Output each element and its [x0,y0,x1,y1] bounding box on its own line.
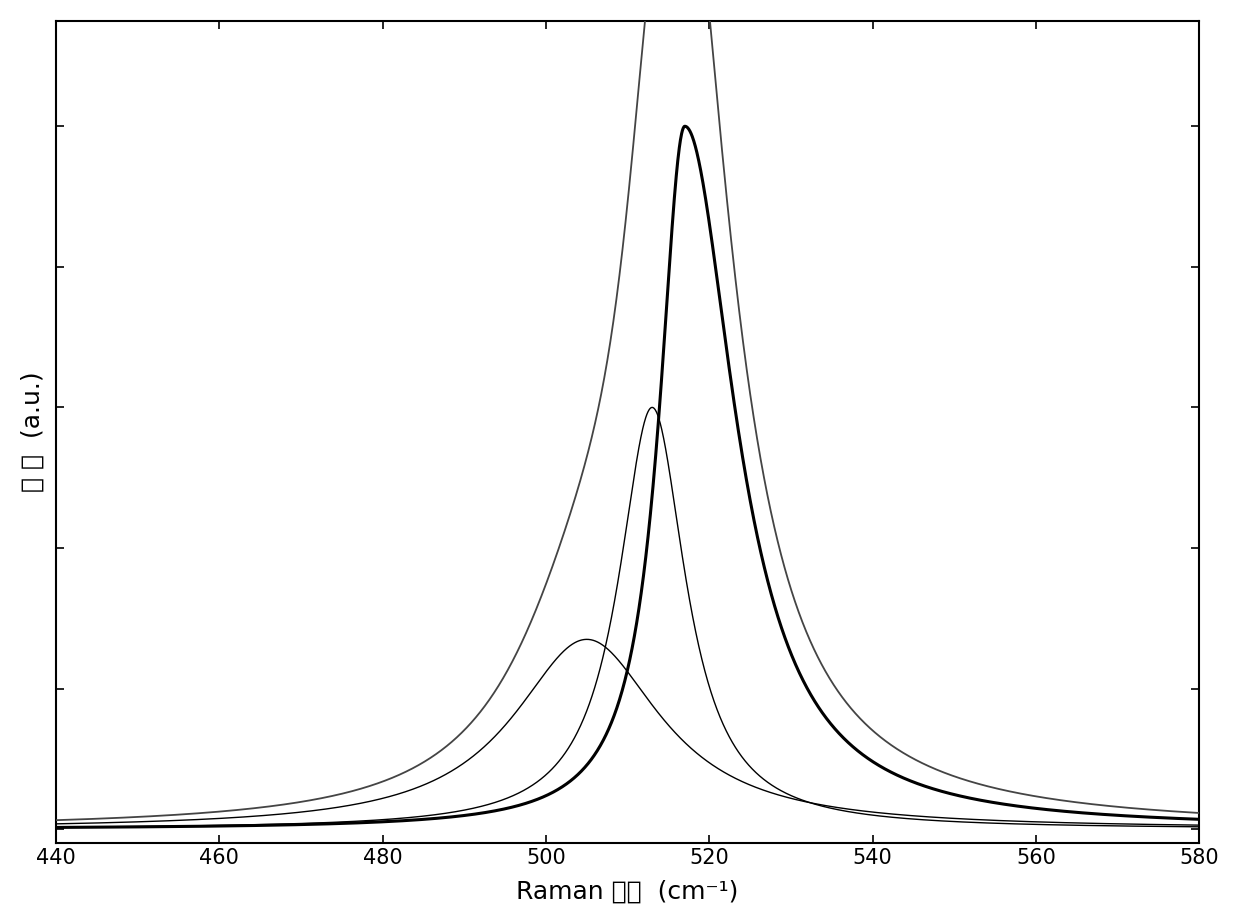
X-axis label: Raman 位移  (cm⁻¹): Raman 位移 (cm⁻¹) [517,879,739,903]
Y-axis label: 强 度  (a.u.): 强 度 (a.u.) [21,371,45,492]
